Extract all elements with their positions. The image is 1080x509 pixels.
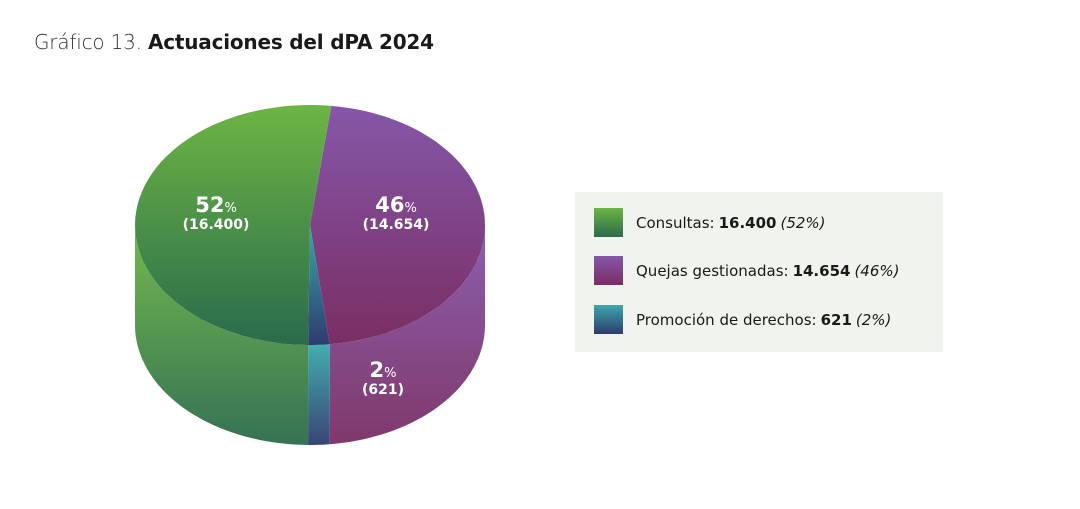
chart-title: Gráfico 13. Actuaciones del dPA 2024 [34, 30, 434, 54]
pie-slice-consultas [135, 105, 332, 345]
data-label-promocion: 2% (621) [361, 358, 405, 399]
pie-slice-quejas [310, 105, 485, 345]
legend-item-quejas: Quejas gestionadas: 14.654 (46%) [594, 256, 900, 285]
legend-swatch [594, 208, 623, 237]
pie-side-consultas [135, 225, 309, 445]
data-label-consultas: 52% (16.400) [182, 193, 250, 234]
pie-side-quejas [329, 225, 485, 445]
legend-item-promocion: Promoción de derechos: 621 (2%) [594, 305, 891, 334]
legend-item-consultas: Consultas: 16.400 (52%) [594, 208, 826, 237]
data-label-quejas: 46% (14.654) [362, 193, 430, 234]
legend-swatch [594, 256, 623, 285]
legend-swatch [594, 305, 623, 334]
pie-side-promocion [308, 344, 330, 445]
legend: Consultas: 16.400 (52%) Quejas gestionadas… [575, 192, 943, 352]
pie-slice-promocion [308, 225, 330, 345]
